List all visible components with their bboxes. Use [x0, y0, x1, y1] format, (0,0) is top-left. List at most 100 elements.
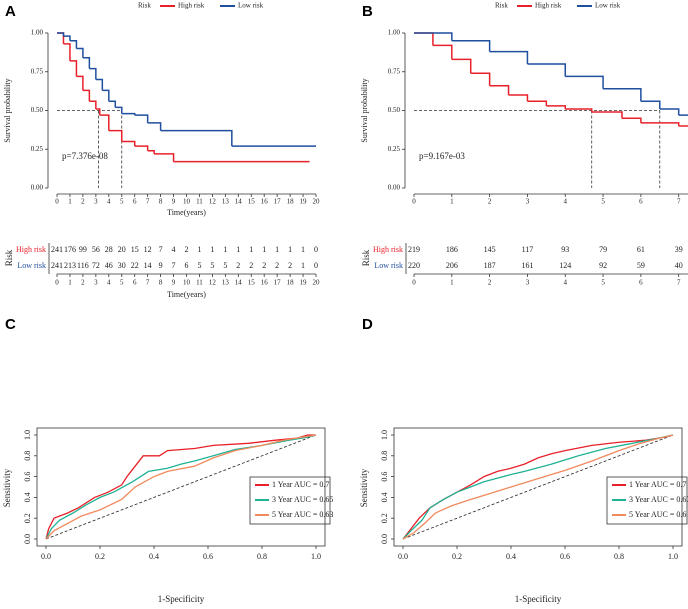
risk-count: 14	[144, 261, 152, 270]
survival-step	[640, 122, 680, 126]
y-tick-label: 0.8	[23, 451, 32, 461]
survival-step	[57, 32, 65, 44]
survival-step	[76, 47, 84, 58]
diagonal	[402, 434, 674, 540]
risk-count: 5	[197, 261, 201, 270]
y-axis-label: Sensitivity	[359, 468, 369, 507]
risk-count: 6	[185, 261, 189, 270]
risk-table-title: Risk	[4, 249, 14, 266]
y-tick-label: 0.6	[23, 472, 32, 482]
survival-step	[527, 100, 548, 106]
y-tick-label: 0.50	[388, 106, 401, 114]
risk-count: 59	[637, 261, 645, 270]
x-axis-label: 1-Specificity	[515, 594, 562, 604]
risk-count: 9	[159, 261, 163, 270]
survival-step	[82, 57, 91, 69]
risk-x-tick-label: 5	[120, 279, 124, 287]
y-tick-label: 0.8	[380, 451, 389, 461]
x-tick-label: 7	[146, 198, 150, 206]
risk-x-tick-label: 8	[159, 279, 163, 287]
risk-count: 1	[236, 245, 240, 254]
y-tick-label: 0.00	[31, 184, 44, 192]
x-tick-label: 19	[300, 198, 308, 206]
survival-step	[414, 32, 434, 46]
risk-count: 28	[105, 245, 113, 254]
risk-count: 1	[301, 261, 305, 270]
x-tick-label: 6	[133, 198, 137, 206]
risk-count: 2	[236, 261, 240, 270]
p-value: p=7.376e-08	[62, 151, 108, 161]
x-tick-label: 1.0	[311, 552, 321, 561]
survival-step	[102, 89, 110, 102]
survival-step	[57, 32, 65, 37]
y-tick-label: 0.2	[23, 513, 32, 523]
x-tick-label: 3	[526, 198, 530, 206]
roc-curve	[402, 434, 674, 540]
y-tick-label: 1.0	[380, 430, 389, 440]
risk-count: 219	[408, 245, 420, 254]
legend-label: 5 Year AUC = 0.63	[272, 510, 333, 519]
x-tick-label: 0	[412, 198, 416, 206]
risk-count: 124	[559, 261, 571, 270]
risk-table-title: Risk	[361, 249, 371, 266]
survival-step	[527, 63, 566, 77]
x-tick-label: 7	[677, 198, 681, 206]
legend-title: Risk	[495, 2, 508, 10]
risk-count: 7	[159, 245, 163, 254]
survival-step	[621, 117, 642, 123]
survival-step	[489, 84, 510, 95]
x-tick-label: 0	[55, 198, 59, 206]
x-tick-label: 1	[450, 198, 454, 206]
risk-x-tick-label: 13	[222, 279, 230, 287]
survival-step	[451, 58, 472, 74]
legend-box	[249, 476, 331, 525]
risk-x-tick-label: 14	[235, 279, 243, 287]
p-value: p=9.167e-03	[419, 151, 465, 161]
risk-count: 1	[223, 245, 227, 254]
x-tick-label: 10	[183, 198, 191, 206]
risk-row-label: Low risk	[374, 261, 403, 270]
risk-count: 7	[172, 261, 176, 270]
x-tick-label: 4	[564, 198, 568, 206]
risk-x-tick-label: 4	[107, 279, 111, 287]
y-axis-label: Survival probability	[360, 78, 369, 142]
legend-label: 1 Year AUC = 0.7	[629, 480, 686, 489]
risk-count: 4	[172, 245, 176, 254]
y-tick-label: 1.00	[388, 29, 401, 37]
x-tick-label: 1.0	[668, 552, 678, 561]
risk-x-tick-label: 5	[601, 279, 605, 287]
risk-count: 2	[262, 261, 266, 270]
y-tick-label: 1.0	[23, 430, 32, 440]
panel-label: D	[362, 316, 373, 333]
survival-step	[432, 44, 453, 60]
risk-count: 46	[105, 261, 113, 270]
x-tick-label: 0.8	[257, 552, 267, 561]
legend-label: High risk	[178, 2, 205, 10]
x-tick-label: 0.2	[95, 552, 105, 561]
survival-step	[147, 122, 162, 131]
risk-count: 161	[521, 261, 533, 270]
x-tick-label: 11	[196, 198, 203, 206]
x-tick-label: 2	[488, 198, 492, 206]
risk-count: 5	[210, 261, 214, 270]
x-tick-label: 9	[172, 198, 176, 206]
risk-count: 1	[275, 245, 279, 254]
risk-x-tick-label: 20	[313, 279, 321, 287]
plot-frame	[393, 427, 683, 547]
risk-count: 22	[131, 261, 139, 270]
survival-step	[565, 108, 593, 113]
diagonal	[45, 434, 317, 540]
survival-step	[108, 129, 123, 142]
roc-curve	[402, 434, 674, 540]
x-tick-label: 15	[248, 198, 256, 206]
legend-label: 3 Year AUC = 0.67	[629, 495, 688, 504]
risk-x-tick-label: 9	[172, 279, 176, 287]
risk-count: 2	[185, 245, 189, 254]
risk-count: 15	[131, 245, 139, 254]
x-tick-label: 14	[235, 198, 243, 206]
x-tick-label: 17	[274, 198, 282, 206]
risk-count: 116	[77, 261, 89, 270]
y-tick-label: 0.2	[380, 513, 389, 523]
risk-count: 1	[288, 245, 292, 254]
risk-x-tick-label: 2	[81, 279, 85, 287]
